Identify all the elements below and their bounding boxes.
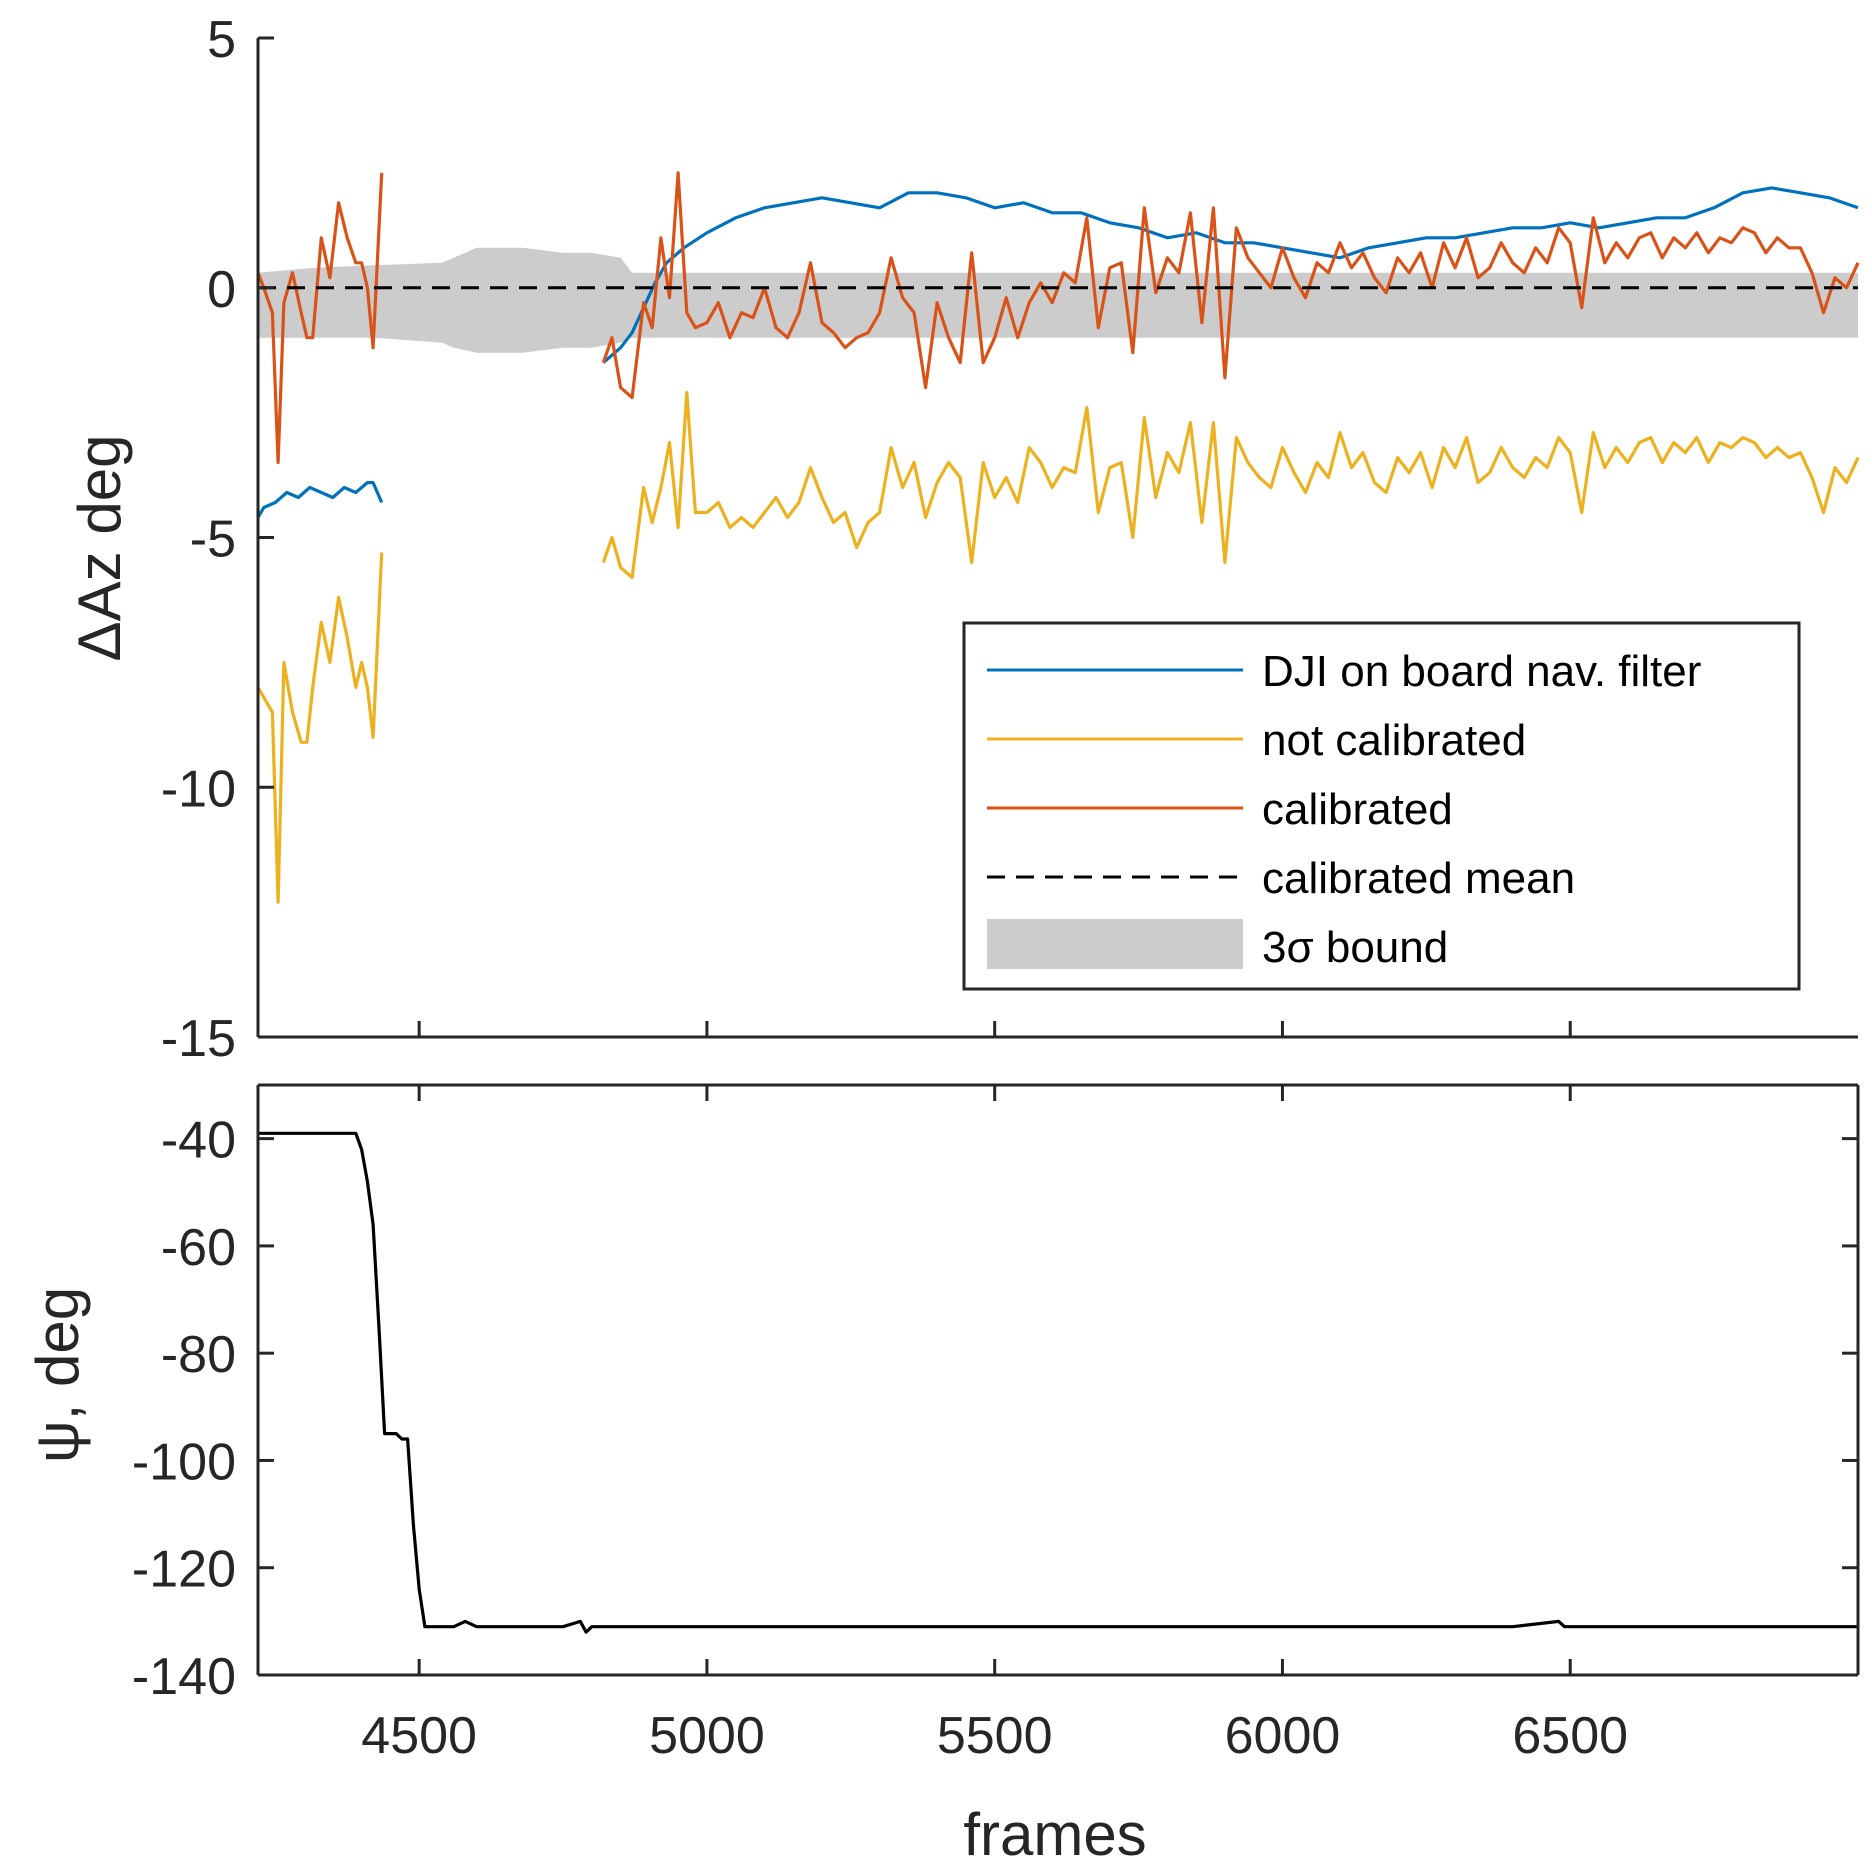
x-tick-label: 4500 xyxy=(361,1707,477,1765)
top-y-tick-label: 0 xyxy=(207,261,236,319)
series-psi-line xyxy=(258,1131,1858,1634)
delta-symbol: ΔAz deg xyxy=(66,435,133,662)
legend: DJI on board nav. filter not calibrated … xyxy=(962,621,1801,991)
top-y-tick-label: -10 xyxy=(161,760,236,818)
sigma-bound-area xyxy=(258,247,1858,353)
bottom-series-layer xyxy=(258,1131,1858,1634)
legend-label-dji: DJI on board nav. filter xyxy=(1262,647,1701,696)
series-dji-line-2 xyxy=(602,186,1859,364)
x-axis-label: frames xyxy=(963,1801,1146,1868)
bottom-y-axis-label: ψ, deg xyxy=(24,1287,91,1463)
top-y-tick-label: -5 xyxy=(190,511,236,569)
top-axes: 5 0 -5 -10 -15 xyxy=(161,11,1858,1068)
top-y-tick-label: 5 xyxy=(207,11,236,69)
top-panel: 5 0 -5 -10 -15 ΔAz deg DJI on board nav. fil… xyxy=(66,11,1860,1068)
bottom-y-tick-label: -40 xyxy=(161,1112,236,1170)
legend-label-calibrated-mean: calibrated mean xyxy=(1262,854,1575,903)
legend-swatch-bound xyxy=(987,919,1243,969)
series-not-calibrated-line-2 xyxy=(601,391,1860,580)
x-tick-label: 6500 xyxy=(1512,1707,1628,1765)
sigma-bound-layer xyxy=(258,247,1858,353)
top-y-tick-label: -15 xyxy=(161,1010,236,1068)
x-tick-label: 5000 xyxy=(649,1707,765,1765)
bottom-axes: -40 -60 -80 -100 -120 -140 4500 5000 5500 6000 650… xyxy=(132,1083,1860,1765)
legend-label-calibrated: calibrated xyxy=(1262,785,1453,834)
series-calibrated-line-2 xyxy=(601,171,1860,400)
series-dji-line-1 xyxy=(256,481,384,519)
bottom-y-tick-label: -140 xyxy=(132,1648,236,1706)
series-not-calibrated-line-1 xyxy=(256,552,384,904)
bottom-y-tick-label: -120 xyxy=(132,1541,236,1599)
bottom-y-tick-label: -60 xyxy=(161,1219,236,1277)
x-tick-label: 6000 xyxy=(1225,1707,1341,1765)
legend-label-bound: 3σ bound xyxy=(1262,923,1448,972)
top-y-axis-label: ΔAz deg xyxy=(66,435,133,662)
bottom-y-tick-label: -80 xyxy=(161,1326,236,1384)
bottom-y-tick-label: -100 xyxy=(132,1433,236,1491)
bottom-panel: -40 -60 -80 -100 -120 -140 4500 5000 5500 6000 650… xyxy=(24,1083,1860,1868)
legend-label-not-calibrated: not calibrated xyxy=(1262,716,1526,765)
x-tick-label: 5500 xyxy=(937,1707,1053,1765)
